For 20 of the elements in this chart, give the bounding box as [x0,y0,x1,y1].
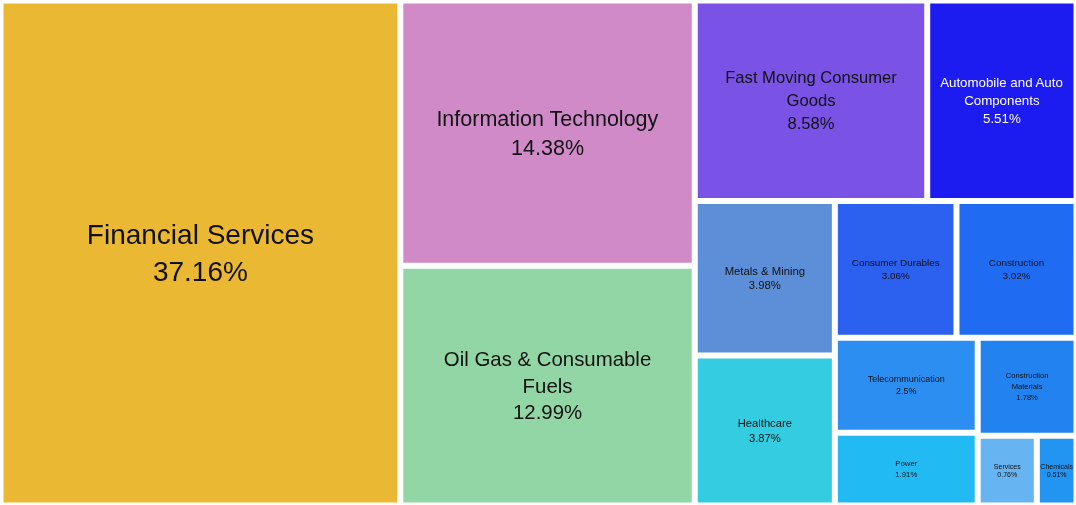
data-label: 3.02% [1002,270,1031,282]
data-label: 12.99% [512,401,583,424]
category-label: Healthcare [737,417,792,430]
data-label: 14.38% [511,135,584,160]
category-label: Metals & Mining [724,265,806,278]
category-label: Financial Services [86,218,314,250]
data-label: 3.98% [748,279,781,292]
category-label: Information Technology [436,106,659,131]
category-label: Consumer Durables [851,257,940,269]
data-label: 5.51% [983,111,1021,127]
category-label: Fast Moving Consumer Goods [725,68,898,111]
category-label: Automobile and Auto Components [940,75,1063,109]
category-label: Construction [988,257,1045,269]
category-label: Oil Gas & Consumable Fuels [443,348,652,397]
data-label: 37.16% [152,256,248,288]
data-label: 3.06% [881,270,910,282]
data-label: 3.87% [748,431,781,444]
data-label: 2.5% [896,386,917,397]
category-label: Telecommunication [867,374,945,385]
data-label: 8.58% [787,114,835,134]
